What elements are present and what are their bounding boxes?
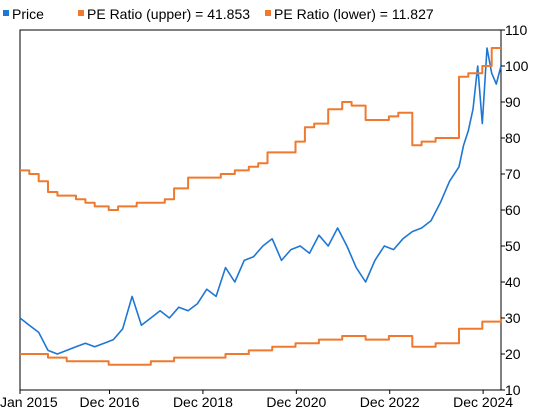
axis-layer: 10 20 30 40 50 60 70 80 90 100 110 Jan 2015 Dec 2016… bbox=[0, 22, 529, 410]
legend-entry-pe-lower: PE Ratio (lower) = 11.827 bbox=[274, 6, 434, 22]
series-layer bbox=[19, 47, 502, 366]
x-tick-label: Dec 2024 bbox=[453, 394, 513, 410]
series-line-pe-lower bbox=[20, 318, 502, 366]
x-tick-label: Dec 2018 bbox=[173, 394, 233, 410]
y-tick-label: 70 bbox=[505, 166, 521, 182]
y-tick-label: 100 bbox=[505, 58, 529, 74]
y-tick-label: 110 bbox=[505, 22, 528, 38]
series-line-pe-upper bbox=[20, 47, 501, 211]
x-tick-label: Dec 2022 bbox=[360, 394, 420, 410]
x-tick-label: Dec 2016 bbox=[80, 394, 140, 410]
series-line-price bbox=[19, 47, 502, 355]
legend-swatch-price bbox=[3, 10, 9, 16]
legend: Price PE Ratio (upper) = 41.853 PE Ratio… bbox=[3, 6, 434, 22]
legend-swatch-pe-upper bbox=[78, 10, 84, 16]
y-tick-label: 10 bbox=[505, 382, 521, 398]
y-tick-label: 40 bbox=[505, 274, 521, 290]
y-tick-label: 50 bbox=[505, 238, 521, 254]
plot-frame bbox=[19, 29, 502, 391]
y-tick-label: 90 bbox=[505, 94, 521, 110]
y-tick-label: 30 bbox=[505, 310, 521, 326]
y-tick-label: 60 bbox=[505, 202, 521, 218]
legend-entry-price: Price bbox=[12, 6, 44, 22]
legend-entry-pe-upper: PE Ratio (upper) = 41.853 bbox=[87, 6, 250, 22]
legend-swatch-pe-lower bbox=[265, 10, 271, 16]
y-tick-label: 20 bbox=[505, 346, 521, 362]
x-tick-label: Jan 2015 bbox=[0, 394, 58, 410]
y-tick-label: 80 bbox=[505, 130, 521, 146]
x-tick-label: Dec 2020 bbox=[266, 394, 326, 410]
